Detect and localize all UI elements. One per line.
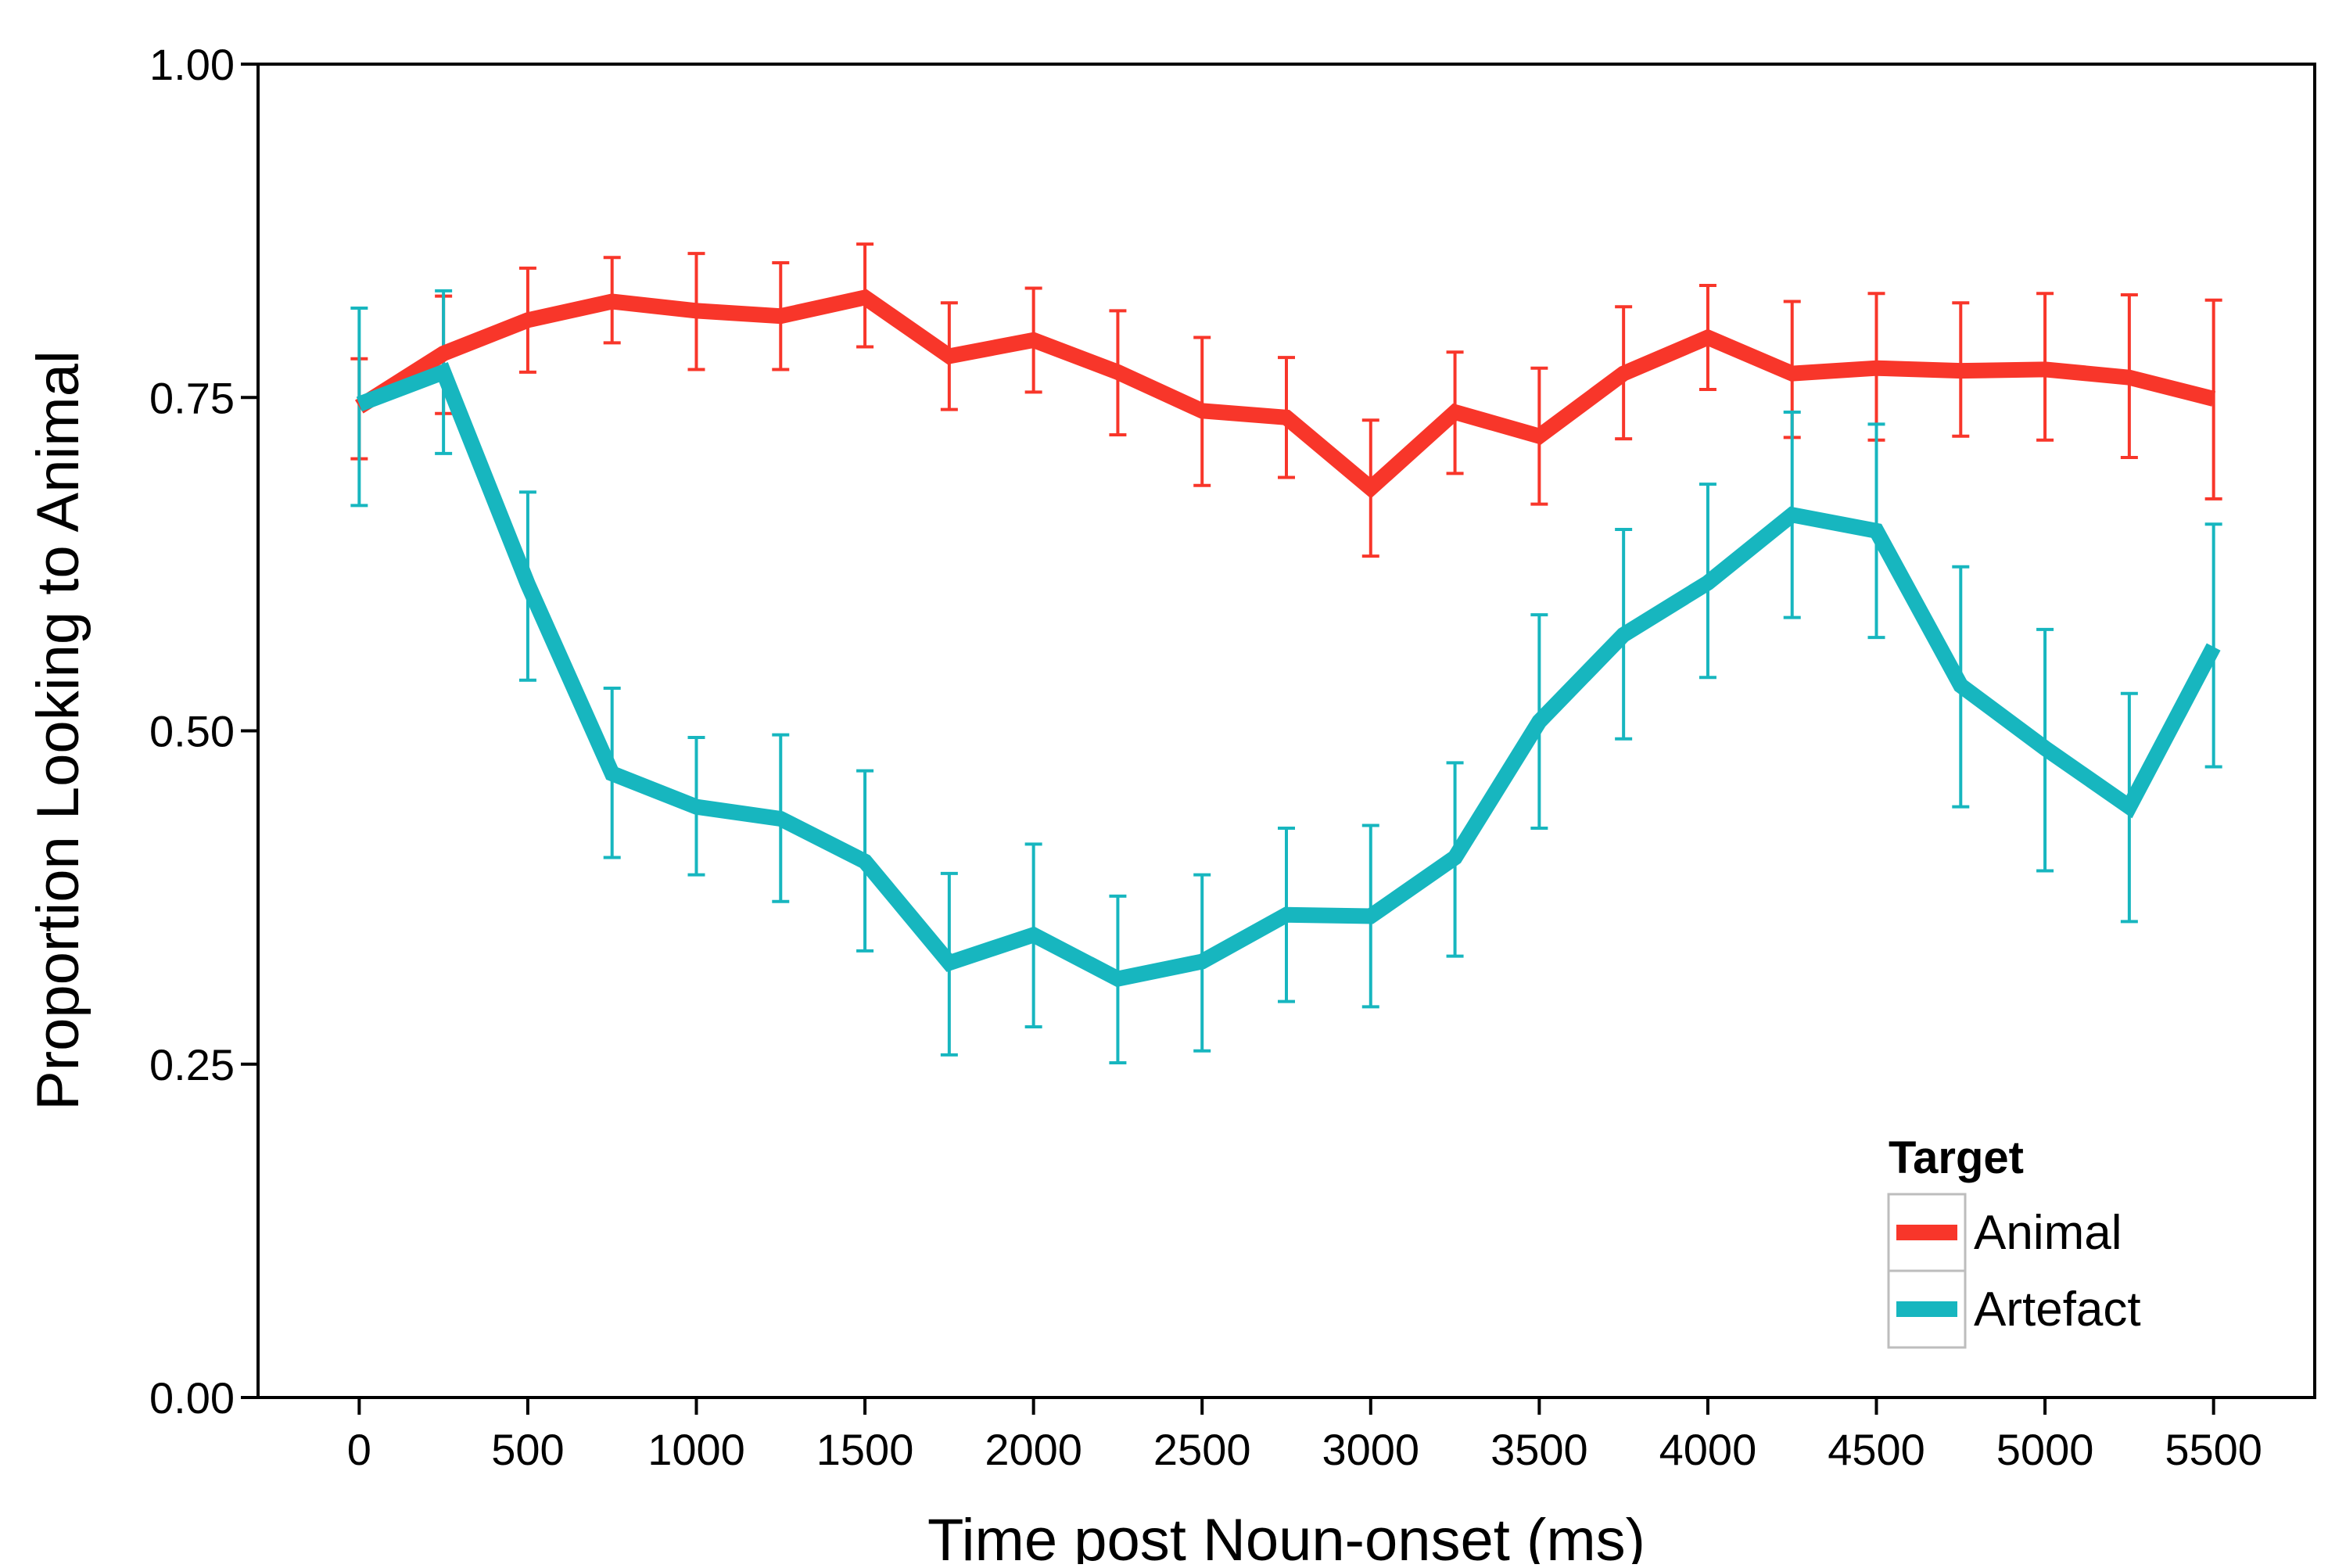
x-tick-label: 1500 — [816, 1425, 914, 1474]
x-tick-label: 5500 — [2165, 1425, 2262, 1474]
x-axis: 0 500 1000 1500 2000 2500 3000 3500 4000 4500 5000… — [347, 1398, 2262, 1474]
x-tick-label: 500 — [491, 1425, 564, 1474]
x-tick-label: 3000 — [1322, 1425, 1419, 1474]
x-tick-label: 5000 — [1996, 1425, 2094, 1474]
x-tick-label: 4000 — [1659, 1425, 1757, 1474]
x-tick-label: 0 — [347, 1425, 371, 1474]
y-axis: 0.00 0.25 0.50 0.75 1.00 — [149, 40, 258, 1423]
x-tick-label: 3500 — [1490, 1425, 1588, 1474]
y-tick-label: 0.50 — [149, 707, 235, 756]
x-tick-label: 2000 — [985, 1425, 1082, 1474]
y-tick-label: 0.75 — [149, 373, 235, 422]
y-tick-label: 1.00 — [149, 40, 235, 89]
legend-title: Target — [1889, 1132, 2024, 1183]
legend-label-artefact: Artefact — [1974, 1283, 2141, 1337]
x-tick-label: 4500 — [1828, 1425, 1925, 1474]
y-tick-label: 0.00 — [149, 1373, 235, 1423]
plot-background — [258, 64, 2315, 1398]
x-axis-title: Time post Noun-onset (ms) — [927, 1507, 1645, 1564]
y-axis-title: Proportion Looking to Animal — [25, 350, 91, 1111]
legend-label-animal: Animal — [1974, 1206, 2122, 1260]
legend: Target Animal Artefact — [1887, 1132, 2141, 1349]
y-tick-label: 0.25 — [149, 1040, 235, 1089]
series-layer — [350, 242, 2222, 1065]
x-tick-label: 2500 — [1153, 1425, 1251, 1474]
x-tick-label: 1000 — [647, 1425, 745, 1474]
series-line-artefact — [356, 362, 2221, 988]
series-line-animal — [354, 289, 2216, 499]
